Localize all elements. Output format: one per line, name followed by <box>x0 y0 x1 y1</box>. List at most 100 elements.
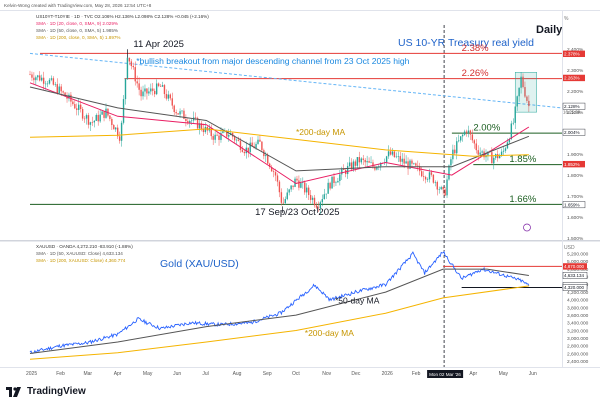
candle-body <box>510 123 513 140</box>
candle-body <box>450 159 452 166</box>
candle-body <box>333 176 335 183</box>
top-sma200-legend[interactable]: SMA · 1D (200, close, 0, SMA, 5) 1.897% <box>36 35 121 40</box>
bottom-axis-unit: USD <box>564 245 575 251</box>
top-y-tick: 1.700% <box>567 194 584 200</box>
candle-body <box>272 171 275 173</box>
candle-body <box>50 78 53 80</box>
candle-body <box>35 77 37 81</box>
x-tick-label: Feb <box>56 371 65 377</box>
candle-body <box>465 131 468 133</box>
candle-body <box>376 167 378 170</box>
candle-body <box>196 117 199 129</box>
price-axis-border <box>562 10 563 367</box>
candle-body <box>159 85 162 87</box>
candle-body <box>498 155 501 159</box>
top-sma50-line <box>29 86 530 172</box>
candle-body <box>426 179 429 180</box>
top-legend[interactable]: US10YT-T10YIE · 1D · TVC O2.106% H2.136%… <box>36 14 209 19</box>
bottom-sma200-legend[interactable]: SMA · 1D (200, XAUUSD: Close) 4,360.774 <box>36 258 126 263</box>
candle-body <box>152 88 154 91</box>
time-axis-border <box>0 367 600 368</box>
x-tick-label: Feb <box>412 371 421 377</box>
top-sma50-legend[interactable]: SMA · 1D (50, close, 0, SMA, 5) 1.985% <box>36 28 118 33</box>
level-166-label: 1.66% <box>509 194 536 205</box>
candle-body <box>311 197 314 200</box>
candle-body <box>288 189 290 193</box>
candle-body <box>514 106 516 123</box>
candle-body <box>399 156 401 162</box>
candle-body <box>327 182 329 194</box>
bottom-price-tag: 4,320.000 <box>564 285 585 290</box>
candle-body <box>78 104 80 110</box>
candle-body <box>138 83 140 90</box>
gold-sma200-line <box>29 285 529 360</box>
candle-body <box>83 118 86 120</box>
x-cursor-label-bg <box>427 370 464 378</box>
candle-body <box>173 105 175 113</box>
candle-body <box>473 140 476 144</box>
candle-body <box>518 87 520 97</box>
candle-body <box>458 140 460 142</box>
candle-body <box>315 205 318 208</box>
candle-body <box>191 120 193 122</box>
candle-body <box>136 81 138 84</box>
x-tick-label: Oct <box>292 371 300 377</box>
bottom-sma50-legend[interactable]: SMA · 1D (50, XAUUSD: Close) 4,633.134 <box>36 251 123 256</box>
candle-body <box>116 127 119 137</box>
candle-body <box>243 151 246 154</box>
candle-body <box>40 77 43 81</box>
candle-body <box>134 67 136 82</box>
candle-body <box>239 140 242 150</box>
candle-body <box>181 110 183 112</box>
candle-body <box>420 171 423 177</box>
candle-body <box>267 155 269 164</box>
candle-body <box>313 197 316 206</box>
candle-body <box>270 167 273 172</box>
candle-body <box>325 193 327 195</box>
top-price-tag: 1.659% <box>564 202 580 207</box>
candle-body <box>56 84 58 94</box>
candle-body <box>284 199 286 204</box>
candle-body <box>335 182 337 184</box>
candle-body <box>350 162 353 170</box>
candle-body <box>103 111 105 118</box>
candle-body <box>179 111 181 115</box>
x-tick-label: Aug <box>233 371 242 377</box>
top-y-tick: 1.600% <box>567 215 584 221</box>
candle-body <box>391 151 394 155</box>
top-price-tag-bg <box>562 102 586 110</box>
candle-body <box>222 131 224 133</box>
candle-body <box>374 166 376 170</box>
candle-body <box>87 115 90 125</box>
candle-body <box>512 122 514 124</box>
candle-body <box>317 207 320 209</box>
candle-body <box>105 108 107 118</box>
candle-body <box>434 182 437 183</box>
bottom-legend[interactable]: XAUUSD · OANDA 4,272.210 -83.910 (-1.88%… <box>36 244 133 249</box>
candle-body <box>372 162 374 167</box>
candle-body <box>469 130 472 135</box>
candle-body <box>343 168 345 170</box>
top-price-tag-bg <box>563 50 585 58</box>
level-185-label: 1.85% <box>509 154 536 165</box>
candle-body <box>280 192 283 203</box>
candle-body <box>185 118 187 122</box>
bottom-y-tick: 3,200.000 <box>567 328 589 334</box>
candle-body <box>364 159 366 163</box>
candle-body <box>491 152 493 164</box>
apr-annotation: 11 Apr 2025 <box>133 39 184 50</box>
candle-body <box>95 114 97 121</box>
candle-body <box>194 117 197 119</box>
level-200-label: 2.00% <box>473 123 500 134</box>
candle-body <box>29 74 31 75</box>
candle-body <box>522 76 524 88</box>
candle-body <box>475 143 477 151</box>
candle-body <box>155 83 158 95</box>
candle-body <box>247 147 249 153</box>
bottom-y-tick: 3,400.000 <box>567 321 589 327</box>
candle-body <box>411 160 413 164</box>
level-238-label: 2.38% <box>462 43 489 54</box>
candle-body <box>122 99 125 123</box>
top-sma20-legend[interactable]: SMA · 1D (20, close, 0, SMA, 9) 2.029% <box>36 21 118 26</box>
